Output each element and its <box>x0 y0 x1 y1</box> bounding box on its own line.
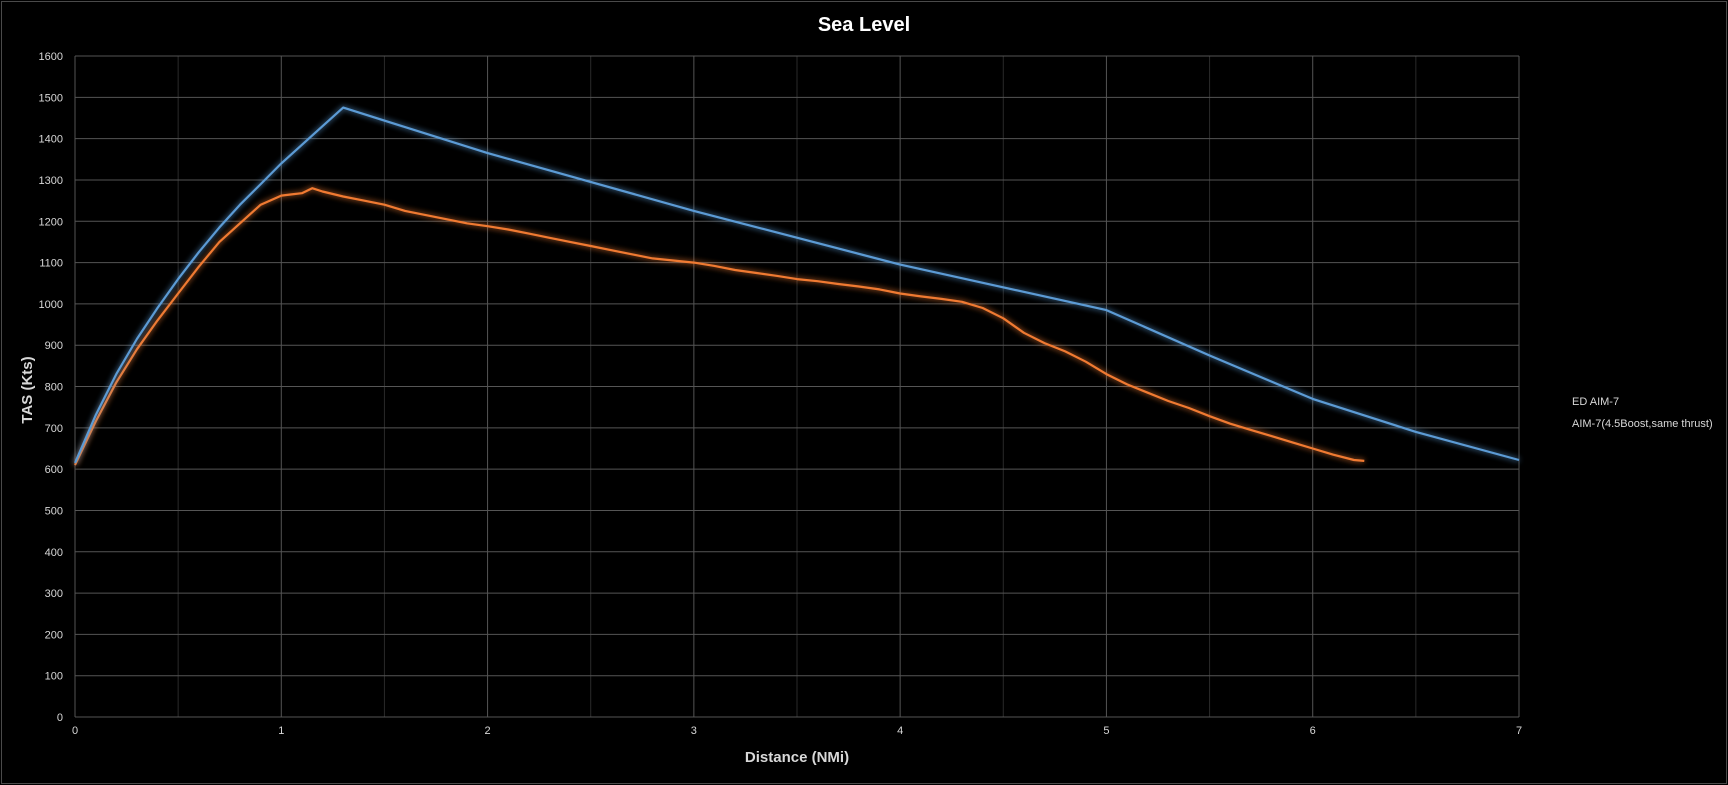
tick-labels: 0 1 2 3 4 5 6 7 0 100 200 300 400 500 600 700 800 900 1000… <box>39 51 1523 737</box>
y-tick-label: 0 <box>57 712 63 724</box>
y-tick-label: 600 <box>45 464 63 476</box>
x-tick-label: 0 <box>72 725 78 737</box>
y-tick-label: 1600 <box>39 51 63 63</box>
x-tick-label: 3 <box>691 725 697 737</box>
major-gridlines <box>74 55 1520 718</box>
chart-title: Sea Level <box>818 14 910 36</box>
y-tick-label: 500 <box>45 505 63 517</box>
y-tick-label: 300 <box>45 588 63 600</box>
legend-label: ED AIM-7 <box>1572 396 1619 408</box>
y-tick-label: 1200 <box>39 216 63 228</box>
y-tick-label: 1500 <box>39 92 63 104</box>
legend: ED AIM-7 AIM-7(4.5Boost,same thrust) <box>1544 396 1713 430</box>
legend-label: AIM-7(4.5Boost,same thrust) <box>1572 418 1713 430</box>
x-tick-label: 1 <box>278 725 284 737</box>
y-tick-label: 1100 <box>39 258 63 270</box>
y-tick-label: 1000 <box>39 299 63 311</box>
x-tick-label: 5 <box>1103 725 1109 737</box>
x-axis-title: Distance (NMi) <box>745 749 849 766</box>
y-axis-title: TAS (Kts) <box>19 356 36 423</box>
y-tick-label: 700 <box>45 423 63 435</box>
y-tick-label: 1300 <box>39 175 63 187</box>
x-tick-label: 7 <box>1516 725 1522 737</box>
x-tick-label: 4 <box>897 725 903 737</box>
series-line-2 <box>73 106 1520 464</box>
x-tick-label: 6 <box>1310 725 1316 737</box>
y-tick-label: 200 <box>45 629 63 641</box>
series-line-1 <box>74 187 1365 466</box>
y-tick-label: 800 <box>45 382 63 394</box>
y-tick-label: 1400 <box>39 134 63 146</box>
y-tick-label: 400 <box>45 547 63 559</box>
y-tick-label: 100 <box>45 671 63 683</box>
series-lines <box>73 106 1520 466</box>
x-tick-label: 2 <box>485 725 491 737</box>
y-tick-label: 900 <box>45 340 63 352</box>
